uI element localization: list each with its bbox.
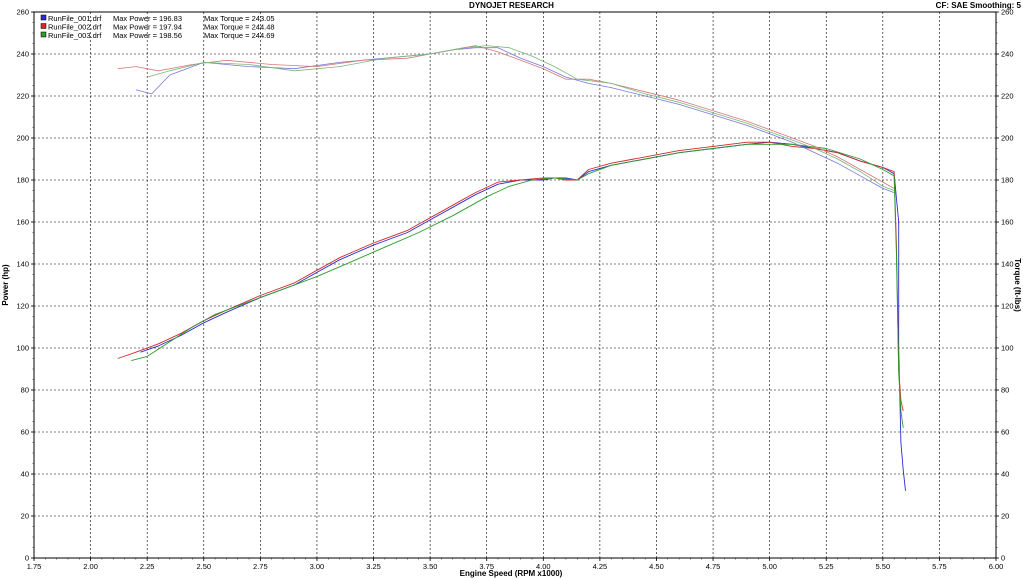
y-tick-label-left: 20 bbox=[21, 512, 29, 521]
y-tick-label-left: 40 bbox=[21, 470, 29, 479]
y-tick-label-left: 140 bbox=[16, 260, 29, 269]
x-tick-label: 3.75 bbox=[479, 562, 494, 571]
y-tick-label-left: 0 bbox=[25, 554, 29, 563]
x-tick-label: 2.00 bbox=[83, 562, 98, 571]
legend-max-power: Max Power = 198.56 bbox=[113, 31, 182, 40]
x-tick-label: 5.75 bbox=[932, 562, 947, 571]
series-line-torque bbox=[147, 45, 895, 191]
x-axis-label: Engine Speed (RPM x1000) bbox=[460, 569, 563, 578]
plot-area bbox=[33, 11, 997, 559]
legend-max-torque: Max Torque = 244.69 bbox=[204, 31, 275, 40]
y-tick-label-right: 0 bbox=[1001, 554, 1005, 563]
y-tick-label-right: 240 bbox=[1001, 50, 1014, 59]
x-tick-label: 5.00 bbox=[762, 562, 777, 571]
x-tick-label: 4.75 bbox=[706, 562, 721, 571]
y-tick-label-right: 80 bbox=[1001, 386, 1009, 395]
y-tick-label-left: 260 bbox=[16, 8, 29, 17]
x-tick-label: 4.50 bbox=[649, 562, 664, 571]
series-line-power bbox=[131, 143, 904, 428]
correction-factor-info: CF: SAE Smoothing: 5 bbox=[935, 1, 1021, 10]
series-group bbox=[117, 45, 906, 491]
x-tick-label: 5.50 bbox=[876, 562, 891, 571]
legend-swatch bbox=[40, 14, 47, 21]
y-tick-label-right: 140 bbox=[1001, 260, 1014, 269]
x-tick-label: 3.00 bbox=[310, 562, 325, 571]
legend: RunFile_001.drf Max Power = 196.83 Max Tor… bbox=[40, 14, 275, 40]
chart-title: DYNOJET RESEARCH bbox=[469, 1, 554, 10]
y-tick-label-left: 220 bbox=[16, 92, 29, 101]
y-tick-label-right: 220 bbox=[1001, 92, 1014, 101]
y-axis-label-left: Power (hp) bbox=[1, 264, 10, 306]
legend-file: RunFile_003.drf bbox=[48, 31, 102, 40]
y-tick-label-right: 200 bbox=[1001, 134, 1014, 143]
y-tick-label-right: 260 bbox=[1001, 8, 1014, 17]
grid bbox=[34, 12, 996, 558]
y-tick-label-right: 20 bbox=[1001, 512, 1009, 521]
y-tick-label-right: 40 bbox=[1001, 470, 1009, 479]
legend-max-torque: Max Torque = 243.05 bbox=[204, 14, 275, 23]
y-tick-label-left: 200 bbox=[16, 134, 29, 143]
y-tick-label-right: 180 bbox=[1001, 176, 1014, 185]
legend-swatch bbox=[40, 31, 47, 38]
x-tick-label: 1.75 bbox=[27, 562, 42, 571]
y-tick-label-right: 160 bbox=[1001, 218, 1014, 227]
x-tick-label: 5.25 bbox=[819, 562, 834, 571]
x-tick-label: 2.75 bbox=[253, 562, 268, 571]
legend-max-power: Max Power = 197.94 bbox=[113, 23, 182, 32]
x-tick-label: 2.25 bbox=[140, 562, 155, 571]
y-tick-label-left: 100 bbox=[16, 344, 29, 353]
x-tick-label: 4.00 bbox=[536, 562, 551, 571]
y-tick-label-right: 60 bbox=[1001, 428, 1009, 437]
x-tick-label: 3.25 bbox=[366, 562, 381, 571]
x-tick-label: 2.50 bbox=[196, 562, 211, 571]
legend-file: RunFile_002.drf bbox=[48, 23, 102, 32]
y-tick-label-right: 100 bbox=[1001, 344, 1014, 353]
y-tick-label-left: 180 bbox=[16, 176, 29, 185]
legend-max-torque: Max Torque = 244.48 bbox=[204, 23, 275, 32]
axis-ticks: 1.75 2.00 2.25 2.50 2.75 3.00 3.25 3.50 3.75 4.00… bbox=[16, 8, 1013, 572]
series-line-torque bbox=[117, 45, 895, 189]
x-tick-label: 3.50 bbox=[423, 562, 438, 571]
y-tick-label-left: 80 bbox=[21, 386, 29, 395]
legend-max-power: Max Power = 196.83 bbox=[113, 14, 182, 23]
y-tick-label-left: 240 bbox=[16, 50, 29, 59]
x-tick-label: 4.25 bbox=[593, 562, 608, 571]
y-tick-label-left: 120 bbox=[16, 302, 29, 311]
legend-swatch bbox=[40, 23, 47, 29]
legend-file: RunFile_001.drf bbox=[48, 14, 102, 23]
y-tick-label-left: 60 bbox=[21, 428, 29, 437]
y-axis-label-right: Torque (ft-lbs) bbox=[1013, 258, 1022, 312]
y-tick-label-right: 120 bbox=[1001, 302, 1014, 311]
y-tick-label-left: 160 bbox=[16, 218, 29, 227]
series-line-power bbox=[117, 141, 904, 412]
x-tick-label: 6.00 bbox=[989, 562, 1004, 571]
